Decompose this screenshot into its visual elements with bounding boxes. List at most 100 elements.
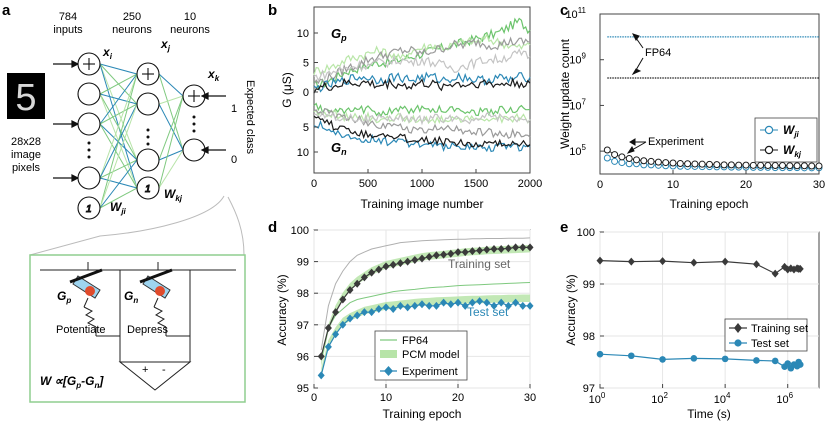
- x-tick-label: 1000: [410, 178, 434, 190]
- panel-e-traces: [596, 231, 819, 389]
- x-tick-label: 500: [359, 178, 377, 190]
- experiment-test-point: [476, 297, 484, 306]
- connection-hidden-output: [158, 95, 184, 161]
- label-wji: Wji: [110, 200, 127, 216]
- panel-c-legend: [754, 117, 818, 163]
- experiment-test-point: [389, 305, 397, 313]
- label-gp: Gp: [57, 289, 71, 305]
- neuron-hidden: [136, 92, 160, 116]
- experiment-train-point: [476, 246, 484, 255]
- panel-d-label: d: [268, 219, 277, 236]
- data-point: [771, 162, 779, 170]
- data-point: [618, 153, 626, 161]
- input-caption-image: image: [11, 149, 41, 161]
- connection-input-hidden: [99, 63, 138, 161]
- connection-input-hidden: [99, 73, 138, 179]
- pcm-device-gn: [139, 268, 191, 362]
- y-tick-label: 97: [297, 320, 309, 332]
- network-connections: [99, 63, 184, 209]
- legend-marker-training: [734, 323, 742, 333]
- legend-label-test: Test set: [751, 338, 789, 350]
- neuron-input: [77, 112, 101, 136]
- legend-label-training: Training set: [751, 323, 808, 335]
- y-tick-label: 0: [303, 87, 309, 99]
- data-point: [779, 162, 786, 170]
- connection-input-hidden: [99, 159, 138, 179]
- x-tick-label: 106: [776, 391, 793, 406]
- data-point: [633, 156, 640, 164]
- experiment-test-point: [490, 301, 498, 310]
- connection-hidden-output: [158, 73, 184, 151]
- experiment-test-point: [519, 301, 527, 310]
- subtractor: [118, 361, 192, 391]
- pcm-device-gp: [69, 268, 121, 362]
- experiment-train-point: [324, 323, 332, 332]
- experiment-train-point: [375, 265, 383, 274]
- experiment-test-point: [346, 314, 354, 323]
- data-point: [735, 161, 743, 169]
- experiment-train-point: [411, 256, 419, 265]
- experiment-train-point: [468, 247, 476, 256]
- trace-gp: [313, 17, 531, 91]
- experiment-test-point: [504, 301, 512, 310]
- experiment-train-point: [504, 244, 512, 253]
- data-point: [800, 162, 808, 170]
- experiment-train-point: [483, 245, 491, 254]
- connection-hidden-output: [158, 149, 184, 189]
- data-point: [808, 162, 816, 170]
- experiment-test-point: [368, 308, 376, 317]
- experiment-test-point: [339, 320, 347, 329]
- data-point: [796, 264, 804, 273]
- panel-c-ylabel: Weight update count: [558, 38, 572, 149]
- experiment-test-point: [432, 301, 440, 310]
- experiment-train-point: [425, 252, 433, 261]
- experiment-test-point: [382, 303, 390, 312]
- data-point: [691, 160, 699, 168]
- x-tick-label: 10: [380, 392, 392, 404]
- annotation-fp64: FP64: [645, 47, 671, 59]
- neuron-input: [77, 166, 101, 190]
- bias-label-hidden: 1: [145, 184, 151, 195]
- trace-gn: [313, 115, 531, 148]
- neuron-hidden: [136, 148, 160, 172]
- y-tick-label: 10: [297, 28, 309, 40]
- y-tick-label: 98: [583, 331, 595, 343]
- data-point: [706, 160, 713, 168]
- pcm-circuit-box: [29, 254, 246, 403]
- data-point: [654, 158, 662, 166]
- experiment-test-point: [360, 308, 368, 317]
- experiment-train-point: [353, 279, 361, 288]
- experiment-test-point: [375, 305, 383, 313]
- experiment-test-point: [332, 330, 340, 339]
- data-point: [753, 357, 760, 364]
- experiment-train-point: [519, 243, 527, 252]
- connection-input-hidden: [99, 187, 138, 209]
- experiment-train-point: [461, 248, 469, 257]
- data-point: [752, 260, 760, 269]
- x-tick-label: 102: [651, 391, 668, 406]
- experiment-train-point: [339, 295, 347, 304]
- legend-band-pcm: [380, 350, 397, 358]
- fp64-train-line: [320, 237, 531, 351]
- data-point: [793, 162, 801, 170]
- pcm-circuit: [40, 262, 236, 391]
- experiment-train-point: [382, 262, 390, 271]
- data-point: [771, 269, 779, 278]
- experiment-train-point: [396, 259, 404, 268]
- data-point: [662, 159, 670, 167]
- legend-label-experiment: Experiment: [402, 366, 458, 378]
- label-xk: xk: [207, 67, 220, 83]
- trace-gp: [313, 33, 531, 76]
- neuron-input: [77, 82, 101, 106]
- legend-label-fp64: FP64: [402, 335, 428, 347]
- input-caption-pixels: pixels: [12, 162, 41, 174]
- zoom-line-right: [227, 196, 245, 256]
- trace-gp: [313, 76, 531, 94]
- potentiate-label: Potentiate: [56, 324, 106, 336]
- experiment-arrows: [626, 138, 647, 154]
- data-point: [815, 162, 823, 170]
- x-tick-label: 0: [597, 179, 603, 191]
- data-point: [603, 154, 611, 162]
- x-tick-label: 0: [311, 178, 317, 190]
